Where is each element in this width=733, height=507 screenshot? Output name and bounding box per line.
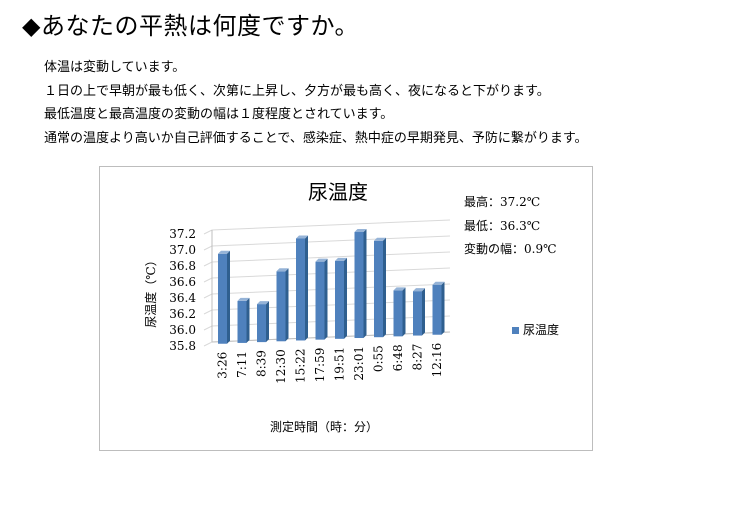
gridline (211, 315, 451, 327)
bar (432, 284, 442, 335)
paragraph-line: １日の上で早朝が最も低く、次第に上昇し、夕方が最も高く、夜になると下がります。 (44, 83, 550, 99)
gridline (203, 229, 213, 235)
x-tick-label: 0:55 (372, 345, 386, 372)
bar (276, 271, 286, 342)
bar (413, 291, 422, 336)
y-tick-label: 35.8 (169, 339, 196, 353)
bar-side (285, 268, 289, 342)
gridline (211, 283, 451, 295)
bar (335, 260, 344, 339)
y-axis-title: 尿温度（℃） (143, 254, 158, 327)
bars (218, 229, 445, 344)
annotation-max: 最高：37.2℃ (464, 194, 540, 209)
gridline (211, 267, 451, 279)
page-heading: ◆あなたの平熱は何度ですか。 (22, 12, 359, 40)
bar (374, 240, 383, 338)
bar-side (246, 297, 250, 343)
bar-top (354, 229, 367, 233)
x-tick-label: 12:16 (430, 343, 444, 378)
annotation-min: 最低：36.3℃ (464, 219, 540, 233)
paragraph-line: 体温は変動しています。 (44, 60, 186, 75)
bar-top (413, 288, 425, 292)
bar-top (374, 237, 386, 241)
x-tick-label: 19:51 (333, 347, 347, 382)
bar (218, 253, 227, 344)
y-tick-label: 36.0 (169, 323, 196, 337)
y-tick-label: 36.2 (169, 307, 196, 321)
gridline (203, 277, 213, 283)
bar-top (276, 268, 289, 272)
gridline (203, 309, 213, 315)
y-tick-label: 36.6 (169, 275, 196, 289)
annotation-range: 変動の幅：0.9℃ (464, 241, 557, 256)
chart-frame: 35.8 36.0 36.2 36.4 36.6 36.8 37.0 37.2 3:26 7:11… (99, 166, 593, 451)
y-tick-label: 36.4 (169, 291, 196, 305)
bar-side (344, 257, 347, 339)
bar (296, 238, 305, 341)
bar-side (422, 288, 425, 336)
legend-label: 尿温度 (523, 322, 559, 337)
paragraph-line: 最低温度と最高温度の変動の幅は１度程度とされています。 (44, 107, 394, 122)
gridline (203, 245, 213, 251)
x-tick-label: 8:27 (411, 344, 425, 371)
x-tick-label: 8:39 (255, 350, 269, 377)
legend-swatch (512, 327, 519, 334)
bar (315, 261, 325, 340)
bar-side (227, 250, 230, 344)
x-tick-label: 23:01 (352, 346, 366, 381)
gridline (211, 251, 451, 263)
y-tick-label: 37.0 (169, 243, 196, 257)
bar-top (257, 301, 269, 305)
bar-side (441, 281, 445, 335)
bar (237, 300, 247, 343)
bar-top (237, 297, 250, 301)
bar-side (266, 301, 269, 343)
bar-side (305, 235, 308, 341)
y-tick-label: 37.2 (169, 227, 196, 241)
bar-side (324, 258, 328, 340)
bar-side (383, 237, 386, 338)
bar-top (393, 287, 406, 291)
bar (393, 290, 403, 337)
bar (354, 232, 364, 339)
paragraph-line: 通常の温度より高いか自己評価することで、感染症、熱中症の早期発見、予防に繋がりま… (44, 130, 588, 146)
gridline (211, 219, 451, 231)
bar-top (296, 235, 308, 239)
bar-side (363, 229, 367, 339)
bar (257, 304, 266, 343)
intro-paragraph: 体温は変動しています。 １日の上で早朝が最も低く、次第に上昇し、夕方が最も高く、… (44, 56, 588, 150)
x-tick-label: 3:26 (216, 352, 230, 379)
gridlines (203, 219, 451, 347)
x-tick-label: 6:48 (391, 344, 405, 371)
bar-side (402, 287, 406, 337)
bar-top (335, 257, 347, 261)
y-tick-label: 36.8 (169, 259, 196, 273)
labels: 35.8 36.0 36.2 36.4 36.6 36.8 37.0 37.2 3:26 7:11… (169, 227, 444, 384)
gridline (203, 325, 213, 331)
bar-chart: 35.8 36.0 36.2 36.4 36.6 36.8 37.0 37.2 3:26 7:11… (143, 180, 559, 434)
bar-top (218, 250, 230, 254)
gridline (203, 293, 213, 299)
bar-top (315, 258, 328, 262)
chart-title: 尿温度 (308, 180, 368, 204)
gridline (203, 341, 213, 347)
bar-top (432, 281, 445, 285)
x-axis-line (211, 331, 451, 343)
gridline (211, 299, 451, 311)
gridline (203, 261, 213, 267)
x-axis-title: 測定時間（時：分） (270, 419, 378, 434)
x-tick-label: 12:30 (274, 349, 288, 384)
x-tick-label: 17:59 (313, 348, 327, 383)
x-tick-label: 7:11 (235, 351, 249, 378)
x-tick-label: 15:22 (294, 348, 308, 383)
gridline (211, 235, 451, 247)
